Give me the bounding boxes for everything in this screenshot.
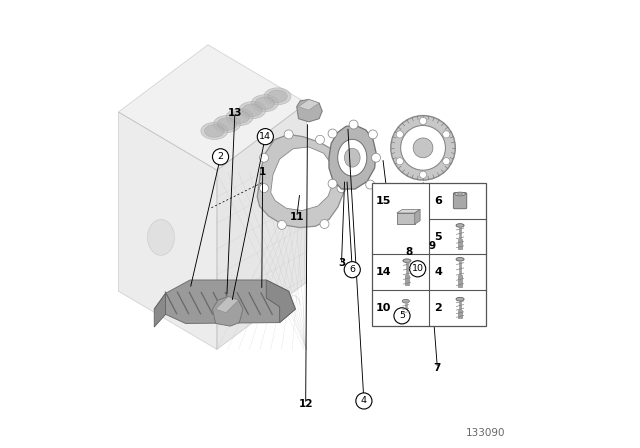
Ellipse shape [230, 111, 250, 123]
Ellipse shape [252, 95, 278, 112]
Circle shape [413, 138, 433, 158]
FancyBboxPatch shape [458, 239, 462, 249]
Text: 7: 7 [434, 363, 441, 373]
Circle shape [260, 184, 269, 193]
Circle shape [401, 125, 445, 170]
Circle shape [257, 129, 273, 145]
Text: 10: 10 [376, 303, 392, 313]
Circle shape [419, 117, 427, 125]
Polygon shape [297, 99, 323, 122]
Text: 11: 11 [289, 212, 304, 222]
Circle shape [278, 220, 287, 229]
Polygon shape [397, 210, 420, 213]
Polygon shape [417, 237, 431, 254]
Circle shape [337, 153, 346, 162]
Text: 6: 6 [349, 265, 355, 274]
Circle shape [371, 153, 380, 162]
Circle shape [320, 220, 329, 228]
Circle shape [394, 308, 410, 324]
Ellipse shape [217, 118, 237, 130]
Text: 14: 14 [259, 132, 271, 141]
Polygon shape [391, 233, 409, 251]
Polygon shape [329, 125, 376, 189]
FancyBboxPatch shape [453, 193, 467, 209]
Text: 2: 2 [218, 152, 223, 161]
Polygon shape [212, 297, 243, 326]
Text: 13: 13 [228, 108, 242, 118]
Circle shape [369, 130, 378, 139]
Circle shape [349, 120, 358, 129]
Text: 4: 4 [361, 396, 367, 405]
Text: 5: 5 [399, 311, 405, 320]
Text: 9: 9 [428, 241, 436, 250]
Ellipse shape [456, 224, 464, 227]
Circle shape [443, 131, 450, 138]
Circle shape [410, 261, 426, 277]
Polygon shape [415, 210, 420, 224]
Polygon shape [298, 99, 319, 110]
Circle shape [356, 393, 372, 409]
Circle shape [365, 180, 374, 189]
Circle shape [328, 129, 337, 138]
Ellipse shape [255, 97, 275, 109]
Ellipse shape [454, 192, 465, 196]
Polygon shape [216, 297, 239, 313]
Text: 1: 1 [259, 168, 266, 177]
FancyBboxPatch shape [458, 310, 462, 319]
Polygon shape [118, 45, 307, 170]
Polygon shape [266, 280, 296, 323]
Ellipse shape [239, 102, 266, 119]
FancyBboxPatch shape [404, 275, 409, 285]
FancyBboxPatch shape [458, 275, 462, 287]
Polygon shape [154, 280, 296, 323]
Ellipse shape [338, 139, 367, 176]
Ellipse shape [456, 258, 464, 261]
Text: 133090: 133090 [466, 428, 506, 438]
Text: 14: 14 [376, 267, 392, 277]
FancyBboxPatch shape [371, 183, 486, 326]
Ellipse shape [201, 122, 228, 139]
Text: 2: 2 [434, 303, 442, 313]
Text: 8: 8 [405, 247, 412, 257]
Text: 4: 4 [434, 267, 442, 277]
Ellipse shape [458, 193, 463, 195]
Circle shape [328, 179, 337, 188]
Ellipse shape [148, 220, 174, 255]
Polygon shape [118, 112, 217, 349]
Polygon shape [397, 213, 415, 224]
Circle shape [396, 158, 403, 165]
Ellipse shape [204, 125, 224, 137]
Ellipse shape [344, 148, 360, 167]
Polygon shape [271, 147, 333, 211]
Circle shape [260, 153, 269, 162]
Ellipse shape [243, 104, 262, 116]
Circle shape [443, 158, 450, 165]
Text: 15: 15 [376, 196, 392, 206]
Polygon shape [257, 134, 345, 228]
Ellipse shape [402, 299, 410, 303]
Text: 5: 5 [434, 232, 442, 241]
Ellipse shape [456, 297, 464, 301]
Ellipse shape [226, 108, 253, 125]
Circle shape [212, 149, 228, 165]
Text: 3: 3 [338, 258, 345, 268]
Text: 12: 12 [298, 399, 313, 409]
Circle shape [337, 184, 346, 193]
Ellipse shape [403, 259, 411, 263]
Circle shape [391, 116, 455, 180]
Polygon shape [217, 103, 307, 349]
Ellipse shape [214, 116, 241, 133]
Circle shape [396, 131, 403, 138]
Text: 10: 10 [412, 264, 424, 273]
Ellipse shape [268, 90, 287, 103]
Circle shape [344, 262, 360, 278]
Polygon shape [154, 293, 165, 327]
Text: 6: 6 [434, 196, 442, 206]
Circle shape [284, 130, 293, 139]
Circle shape [419, 171, 427, 178]
Circle shape [316, 135, 324, 144]
Ellipse shape [264, 88, 291, 105]
